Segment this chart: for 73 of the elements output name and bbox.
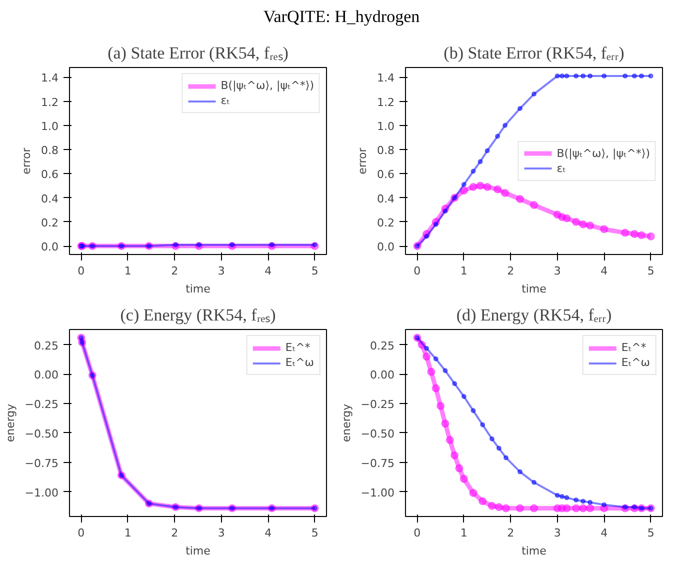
x-tick-label: 2 [171,526,178,540]
x-tick-label: 4 [600,526,608,540]
chart-title: (c) Energy (RK54, fᵣₑₛ) [120,306,276,324]
x-tick-label: 0 [414,526,421,540]
x-tick-label: 5 [647,526,654,540]
y-tick-label: 1.0 [41,120,59,133]
y-tick-label: 0.8 [41,144,59,158]
chart-title: (a) State Error (RK54, fᵣₑₛ) [108,44,288,62]
x-tick-label: 3 [554,526,561,540]
y-tick-label: 0.0 [377,240,395,254]
y-tick-label: −1.00 [24,486,59,500]
x-axis-title: time [186,544,211,558]
y-tick-label: −0.25 [24,398,59,412]
y-tick-label: 0.6 [41,168,59,182]
y-axis-title: error [356,147,370,174]
y-tick-label: 0.2 [41,216,59,230]
x-tick-label: 1 [124,526,132,540]
y-tick-label: 0.0 [41,240,59,254]
y-tick-label: 0.8 [377,144,395,158]
x-tick-label: 2 [507,264,514,278]
y-tick-label: 0.6 [377,168,395,182]
x-tick-label: 5 [647,264,654,278]
x-tick-label: 0 [414,264,421,278]
x-tick-label: 4 [264,264,272,278]
x-tick-label: 2 [507,526,514,540]
y-tick-label: 0.2 [377,216,395,230]
y-tick-label: −0.75 [360,456,395,470]
x-tick-label: 3 [554,264,561,278]
y-tick-label: 1.2 [41,96,59,109]
x-tick-label: 1 [460,526,468,540]
legend-label: εₜ [556,162,567,174]
y-tick-label: 1.4 [377,72,395,85]
x-tick-label: 5 [311,526,318,540]
y-tick-label: −0.50 [360,427,395,440]
y-tick-label: −1.00 [360,486,395,500]
y-tick-label: 0.4 [41,192,59,206]
x-tick-label: 0 [78,264,85,278]
x-tick-label: 4 [264,526,272,540]
x-tick-label: 1 [460,264,468,278]
x-axis-title: time [522,282,547,296]
y-axis-title: error [20,147,34,174]
x-axis-title: time [186,282,211,296]
y-tick-label: 0.25 [370,339,395,352]
legend-label: Eₜ^ω [621,356,650,369]
x-tick-label: 3 [218,526,225,540]
y-tick-label: 0.25 [34,339,59,352]
legend-label: Eₜ^* [285,341,310,354]
y-axis-title: energy [4,403,17,442]
y-tick-label: −0.75 [24,456,59,470]
x-tick-label: 1 [124,264,132,278]
y-tick-label: 1.4 [41,72,59,85]
y-tick-label: 0.00 [34,368,59,382]
y-tick-label: −0.25 [360,398,395,412]
x-tick-label: 5 [311,264,318,278]
legend-label: B(|ψₜ^ω⟩, |ψₜ^*⟩) [556,146,650,160]
legend-label: εₜ [220,94,231,107]
chart-title: (d) Energy (RK54, fₑᵣᵣ) [456,306,612,324]
y-tick-label: 0.00 [370,368,395,382]
x-tick-label: 3 [218,264,225,278]
x-tick-label: 2 [171,264,178,278]
legend-label: Eₜ^* [621,341,646,354]
x-axis-title: time [522,544,547,558]
chart-subtitle: VarQITE: H_hydrogen [263,6,420,28]
legend-label: B(|ψₜ^ω⟩, |ψₜ^*⟩) [220,79,314,92]
y-tick-label: 1.2 [377,96,395,109]
legend-label: Eₜ^ω [285,356,314,369]
y-tick-label: −0.50 [24,427,59,440]
x-tick-label: 0 [78,526,85,540]
y-axis-title: energy [340,403,353,442]
chart-title: (b) State Error (RK54, fₑᵣᵣ) [444,44,624,62]
y-tick-label: 1.0 [377,120,395,133]
x-tick-label: 4 [600,264,608,278]
y-tick-label: 0.4 [377,192,395,206]
